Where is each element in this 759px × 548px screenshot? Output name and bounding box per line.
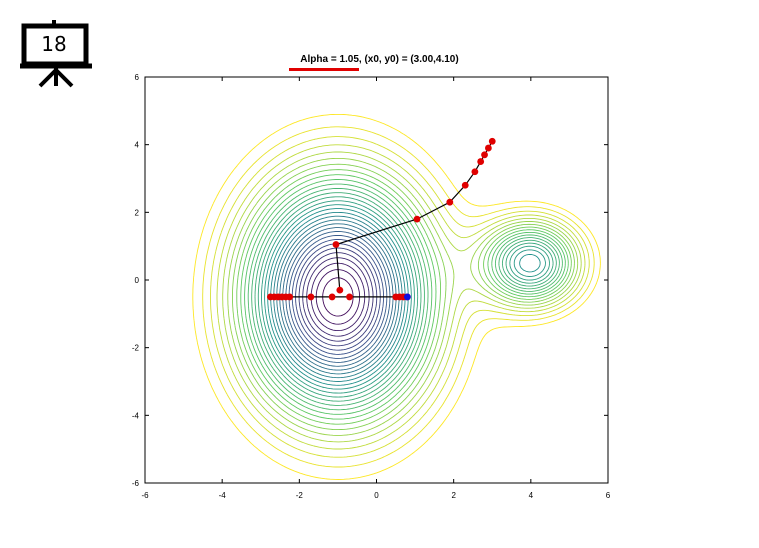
contour-lines xyxy=(192,113,601,480)
contour-level xyxy=(261,200,550,394)
contour-level xyxy=(227,157,579,436)
x-tick-label: 6 xyxy=(606,491,611,500)
contour-level xyxy=(236,169,572,425)
chart-title: Alpha = 1.05, (x0, y0) = (3.00,4.10) xyxy=(300,54,459,65)
contour-level xyxy=(202,126,595,468)
iteration-point xyxy=(481,151,488,159)
x-tick-label: -4 xyxy=(219,491,227,500)
plot-frame xyxy=(144,76,609,484)
iteration-point xyxy=(488,137,496,145)
contour-level xyxy=(315,269,361,325)
contour-level xyxy=(295,243,381,351)
iteration-point xyxy=(484,144,492,152)
x-tick-label: 0 xyxy=(374,491,379,500)
contour-level xyxy=(322,277,354,317)
iteration-point xyxy=(266,293,274,301)
iteration-point xyxy=(332,241,340,248)
slide-number: 18 xyxy=(41,32,67,56)
contour-level xyxy=(251,187,560,406)
contour-level xyxy=(273,215,403,379)
x-tick-label: 2 xyxy=(451,491,456,500)
iteration-point xyxy=(477,158,485,165)
y-tick-label: -6 xyxy=(132,479,140,488)
descent-paths xyxy=(266,137,496,301)
y-tick-label: 0 xyxy=(135,276,140,285)
contour-level xyxy=(298,247,378,347)
y-tick-label: -2 xyxy=(132,344,140,353)
contour-level xyxy=(210,136,590,458)
contour-level xyxy=(306,257,370,337)
y-tick-label: 2 xyxy=(135,208,140,217)
contour-level xyxy=(247,183,563,411)
contour-level xyxy=(222,151,582,443)
contour-level xyxy=(270,211,406,382)
contour-level xyxy=(302,252,374,342)
contour-level xyxy=(288,234,388,359)
x-tick-label: 4 xyxy=(529,491,534,500)
contour-level xyxy=(232,163,575,431)
axis-ticks: -6 -4 -2 0 2 4 6 6 4 2 0 -2 -4 -6 xyxy=(132,73,611,500)
iteration-point xyxy=(328,293,336,301)
contour-level xyxy=(254,192,557,402)
contour-level xyxy=(291,239,385,355)
iteration-point xyxy=(461,181,469,189)
contour-level xyxy=(310,262,366,332)
contour-level xyxy=(257,196,554,398)
start-point xyxy=(403,293,411,301)
y-tick-label: -4 xyxy=(132,411,140,420)
iteration-point xyxy=(392,293,400,301)
y-tick-label: 4 xyxy=(135,141,140,150)
title-underline xyxy=(289,68,359,71)
x-tick-label: -2 xyxy=(296,491,304,500)
iteration-point xyxy=(307,293,315,301)
contour-level xyxy=(244,179,566,415)
contour-level xyxy=(240,174,569,420)
contour-level xyxy=(279,223,397,371)
iteration-point xyxy=(346,293,353,301)
iteration-point xyxy=(413,215,421,223)
contour-level xyxy=(285,231,391,363)
iteration-point xyxy=(336,286,344,294)
iteration-point xyxy=(446,198,454,206)
contour-level xyxy=(282,227,394,367)
y-tick-label: 6 xyxy=(135,73,140,82)
contour-level xyxy=(192,113,601,480)
contour-level xyxy=(216,144,586,450)
contour-level xyxy=(276,219,400,375)
presentation-board-icon xyxy=(20,20,92,88)
iteration-point xyxy=(471,168,479,176)
contour-level xyxy=(264,204,546,390)
descent-path-line xyxy=(335,140,493,291)
x-tick-label: -6 xyxy=(141,491,149,500)
